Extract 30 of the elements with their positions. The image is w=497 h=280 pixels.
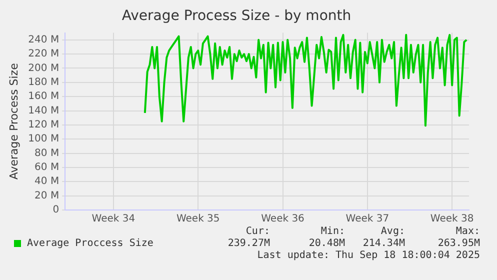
x-tick-label: Week 36 [261, 214, 304, 225]
y-tick-label: 60 M [34, 162, 60, 174]
y-tick-label: 180 M [28, 77, 60, 88]
y-tick-label: 220 M [28, 48, 60, 60]
text: Avg: [380, 226, 405, 237]
x-tick-label: Week 34 [92, 214, 136, 225]
text: Cur: [244, 226, 270, 237]
text: 239.27M [226, 238, 270, 249]
y-tick-label: 80 M [34, 148, 60, 159]
y-tick-label: 0 [52, 204, 60, 216]
text: Max: [454, 226, 480, 237]
y-axis-title: Average Process Size [7, 62, 20, 180]
text: 263.95M [436, 238, 480, 249]
x-tick-label: Week 35 [176, 214, 220, 225]
text: Min: [320, 226, 345, 237]
y-tick-label: 160 M [28, 91, 60, 102]
chart-title: Average Process Size - by month [122, 8, 352, 24]
y-tick-label: 140 M [28, 105, 60, 116]
y-tick-label: 40 M [34, 176, 60, 188]
y-tick-label: 20 M [34, 190, 60, 202]
y-tick-label: 120 M [28, 120, 60, 131]
y-tick-label: 200 M [28, 62, 60, 74]
text: 214.34M [362, 238, 405, 249]
x-tick-label: Week 37 [346, 214, 390, 225]
y-tick-label: 100 M [28, 134, 60, 145]
legend-label: Average Proccess Size [27, 238, 154, 249]
y-tick-label: 240 M [28, 34, 60, 46]
text: Last update: Thu Sep 18 18:00:04 2025 [257, 250, 480, 261]
text: 20.48M [308, 238, 345, 249]
x-tick-label: Week 38 [430, 214, 474, 225]
